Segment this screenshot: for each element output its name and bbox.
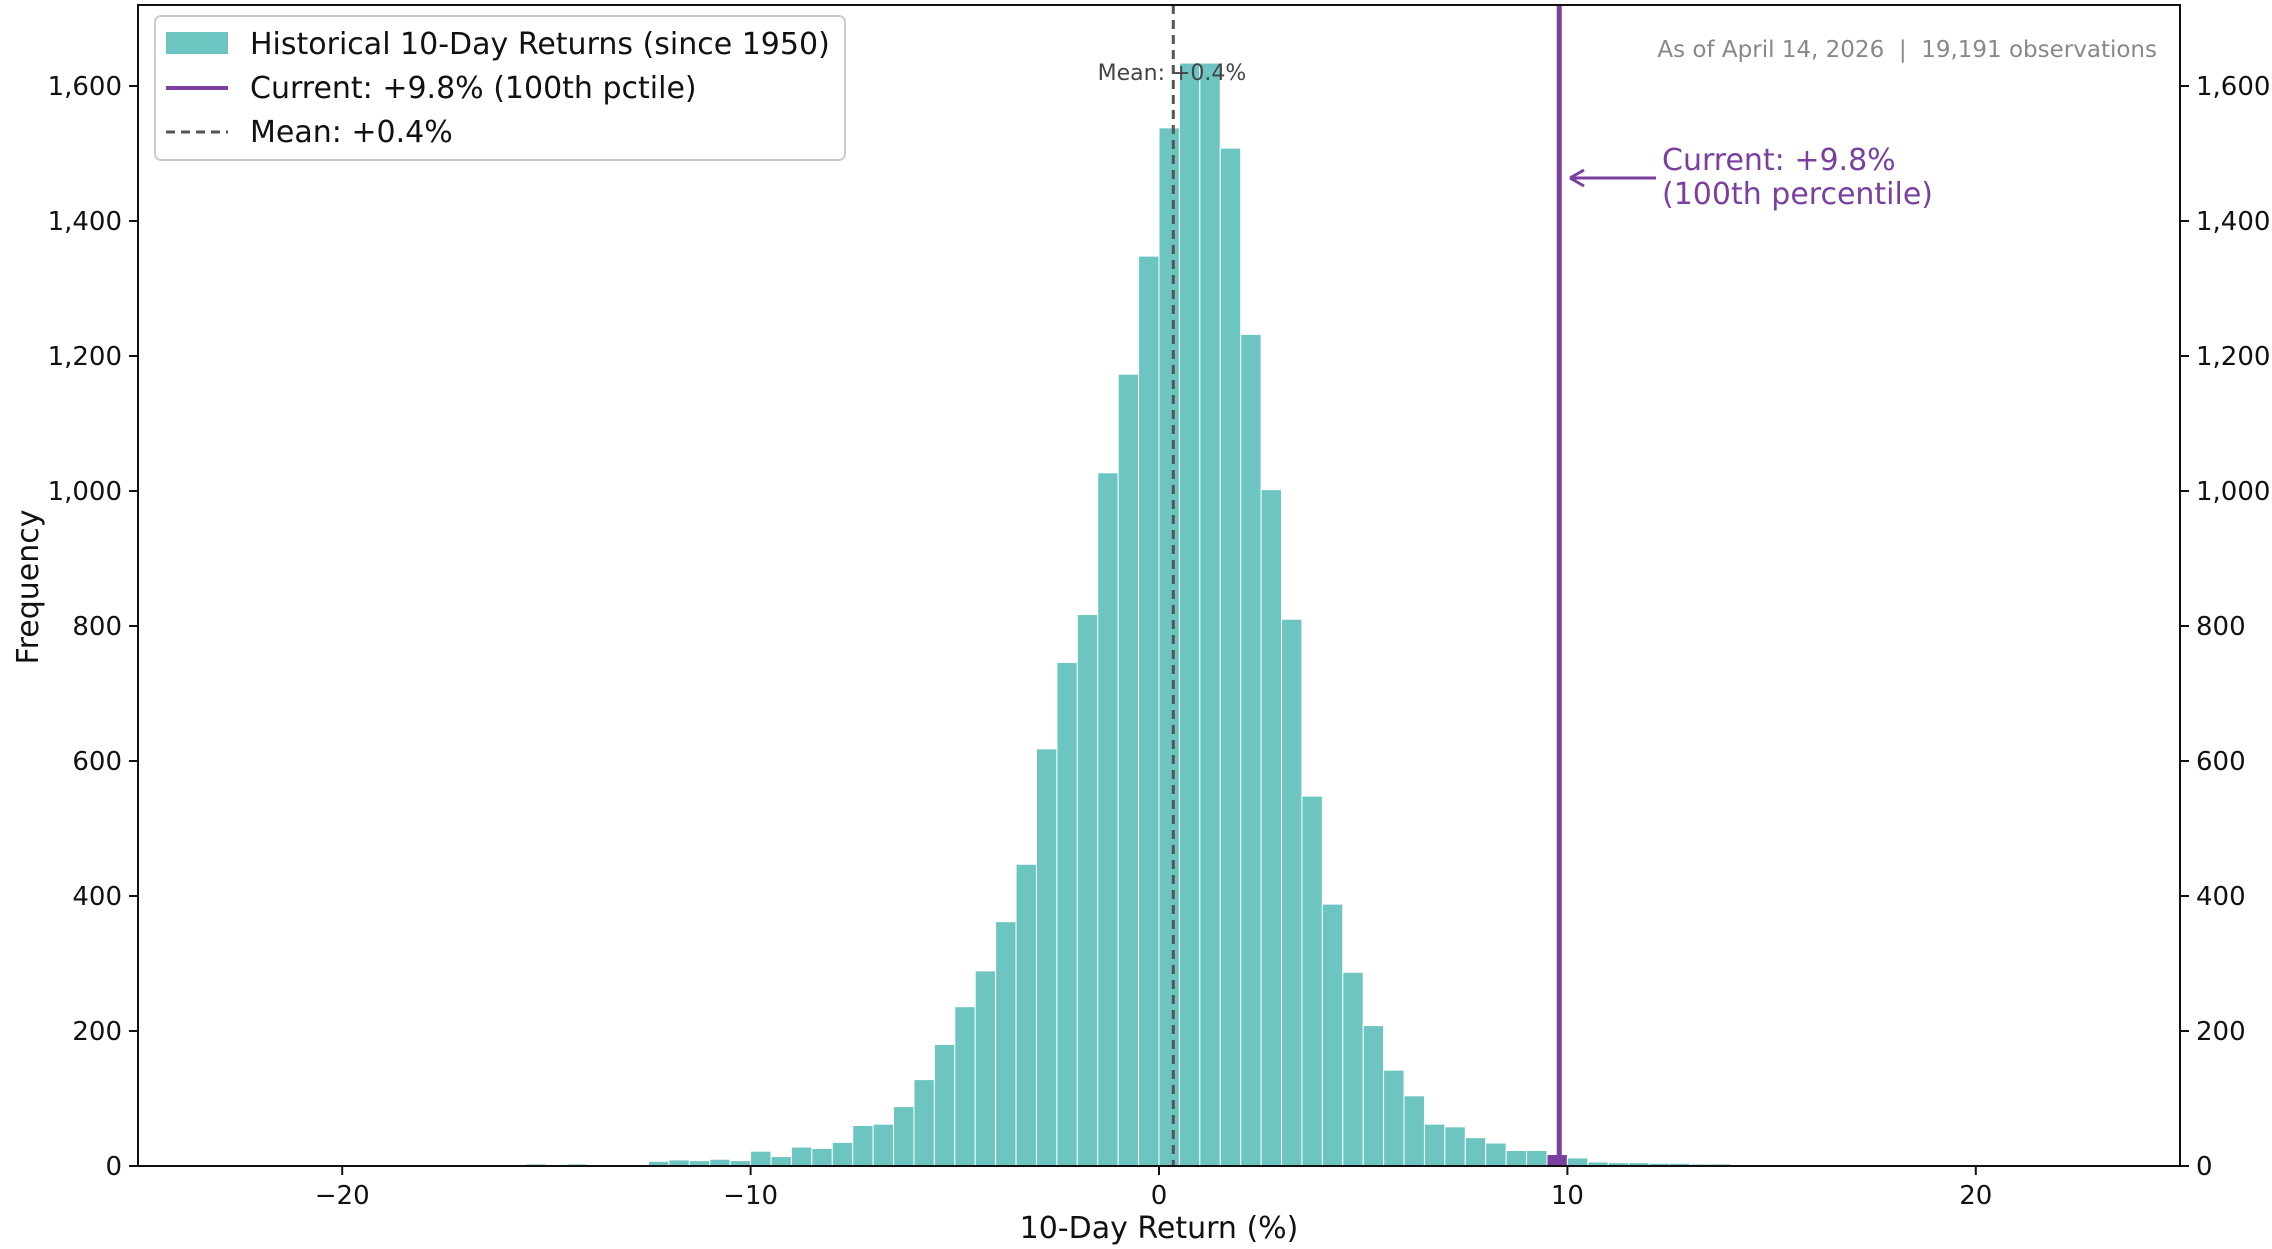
- histogram-bar: [913, 1079, 935, 1167]
- histogram-bar: [1015, 863, 1037, 1167]
- histogram-bar: [1158, 127, 1180, 1167]
- histogram-bar: [811, 1147, 833, 1167]
- legend-box: [154, 15, 846, 161]
- reference-lines-layer: [1171, 5, 1562, 1166]
- histogram-bar: [1423, 1123, 1446, 1167]
- histogram-bar: [1281, 618, 1303, 1167]
- histogram-bar: [750, 1150, 772, 1167]
- histogram-bar: [790, 1146, 813, 1167]
- y-tick-label-left: 800: [72, 612, 122, 642]
- x-axis-label: 10-Day Return (%): [1020, 1211, 1299, 1245]
- current-arrow-head: [1569, 168, 1585, 188]
- histogram-bar: [1240, 333, 1262, 1167]
- y-tick-label-left: 0: [105, 1152, 122, 1182]
- y-tick-label-left: 1,600: [48, 72, 122, 102]
- histogram-bar: [1566, 1157, 1589, 1167]
- histogram-bar: [1097, 472, 1119, 1167]
- current-annotation-line2: (100th percentile): [1662, 177, 1933, 212]
- histogram-bar: [1321, 903, 1344, 1167]
- y-tick-label-right: 1,200: [2196, 342, 2270, 372]
- histogram-bar: [1464, 1137, 1487, 1167]
- x-tick-label: 20: [1959, 1181, 1992, 1211]
- histogram-bar: [933, 1044, 956, 1167]
- y-tick-label-right: 200: [2196, 1017, 2246, 1047]
- x-tick-label: 0: [1151, 1181, 1168, 1211]
- histogram-bar: [852, 1125, 874, 1167]
- y-tick-label-right: 0: [2196, 1152, 2213, 1182]
- legend-label-mean: Mean: +0.4%: [250, 115, 453, 150]
- histogram-bar: [1199, 62, 1221, 1167]
- histogram-bar: [1526, 1149, 1548, 1167]
- histogram-bar: [1301, 795, 1323, 1167]
- y-tick-label-left: 1,200: [48, 342, 122, 372]
- histogram-bar: [1362, 1025, 1385, 1167]
- histogram-bar: [1076, 614, 1099, 1167]
- histogram-bar: [1035, 748, 1058, 1167]
- mean-label: Mean: +0.4%: [1098, 61, 1247, 86]
- annotation-layer: Mean: +0.4% As of April 14, 2026 | 19,19…: [1098, 37, 2157, 212]
- histogram-bar: [1056, 661, 1078, 1167]
- current-annotation-line1: Current: +9.8%: [1662, 143, 1896, 178]
- legend: Historical 10-Day Returns (since 1950) C…: [154, 15, 846, 161]
- legend-label-histogram: Historical 10-Day Returns (since 1950): [250, 27, 830, 62]
- histogram-bar: [1260, 489, 1283, 1167]
- y-tick-label-right: 600: [2196, 747, 2246, 777]
- y-tick-label-left: 1,000: [48, 477, 122, 507]
- histogram-bar: [1485, 1142, 1507, 1167]
- histogram-bar: [872, 1123, 895, 1167]
- histogram-bar: [831, 1141, 854, 1167]
- bars-layer: [484, 62, 1773, 1167]
- y-tick-label-right: 1,600: [2196, 72, 2270, 102]
- histogram-bar: [1505, 1149, 1528, 1167]
- y-tick-label-left: 400: [72, 882, 122, 912]
- y-tick-label-right: 1,400: [2196, 207, 2270, 237]
- histogram-bar: [974, 970, 997, 1167]
- histogram-bar: [1383, 1069, 1405, 1167]
- histogram-bar: [995, 921, 1017, 1167]
- info-text: As of April 14, 2026 | 19,191 observatio…: [1657, 37, 2157, 63]
- y-tick-label-left: 600: [72, 747, 122, 777]
- x-tick-label: 10: [1551, 1181, 1584, 1211]
- histogram-bar: [1342, 971, 1364, 1167]
- y-tick-label-right: 1,000: [2196, 477, 2270, 507]
- y-tick-label-right: 800: [2196, 612, 2246, 642]
- histogram-bar: [1117, 373, 1140, 1167]
- y-tick-label-right: 400: [2196, 882, 2246, 912]
- y-tick-label-left: 200: [72, 1017, 122, 1047]
- histogram-bar: [1444, 1126, 1466, 1167]
- legend-swatch-histogram: [166, 32, 228, 54]
- histogram-bar: [1178, 62, 1201, 1167]
- histogram-bar: [1219, 147, 1242, 1167]
- histogram-bar: [954, 1006, 976, 1167]
- histogram-bar: [770, 1156, 792, 1167]
- histogram-bar: [893, 1106, 915, 1167]
- legend-label-current: Current: +9.8% (100th pctile): [250, 71, 697, 106]
- histogram-bar: [709, 1158, 731, 1167]
- y-axis-label: Frequency: [11, 510, 46, 665]
- histogram-bar: [1138, 255, 1160, 1167]
- x-tick-label: −20: [315, 1181, 370, 1211]
- y-tick-label-left: 1,400: [48, 207, 122, 237]
- histogram-bar: [1403, 1095, 1425, 1167]
- x-tick-label: −10: [723, 1181, 778, 1211]
